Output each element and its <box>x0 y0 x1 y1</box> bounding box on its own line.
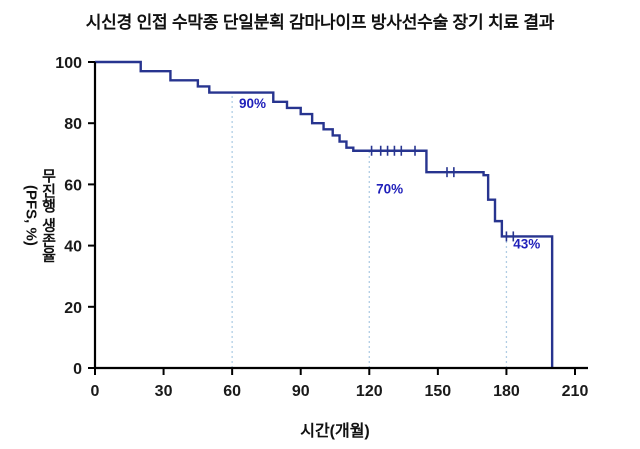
svg-text:60: 60 <box>64 177 82 194</box>
x-axis-label: 시간(개월) <box>300 423 370 440</box>
svg-text:100: 100 <box>55 55 82 72</box>
chart-title: 시신경 인접 수막종 단일분획 감마나이프 방사선수술 장기 치료 결과 <box>85 13 555 32</box>
svg-text:120: 120 <box>356 383 383 400</box>
svg-text:20: 20 <box>64 300 82 317</box>
y-axis-label-korean: 무진행 생존율 <box>39 167 57 263</box>
svg-text:0: 0 <box>91 383 100 400</box>
svg-text:90: 90 <box>292 383 310 400</box>
svg-text:70%: 70% <box>376 182 403 197</box>
svg-text:43%: 43% <box>513 237 540 252</box>
svg-text:150: 150 <box>425 383 452 400</box>
svg-text:40: 40 <box>64 239 82 256</box>
svg-text:60: 60 <box>223 383 241 400</box>
svg-text:210: 210 <box>562 383 589 400</box>
svg-text:90%: 90% <box>239 96 266 111</box>
svg-text:80: 80 <box>64 116 82 133</box>
svg-text:0: 0 <box>73 361 82 378</box>
svg-text:30: 30 <box>155 383 173 400</box>
svg-text:180: 180 <box>493 383 520 400</box>
y-axis-label: 무진행 생존율 (PFS, %) <box>22 75 57 355</box>
y-axis-label-pfs: (PFS, %) <box>22 184 40 246</box>
